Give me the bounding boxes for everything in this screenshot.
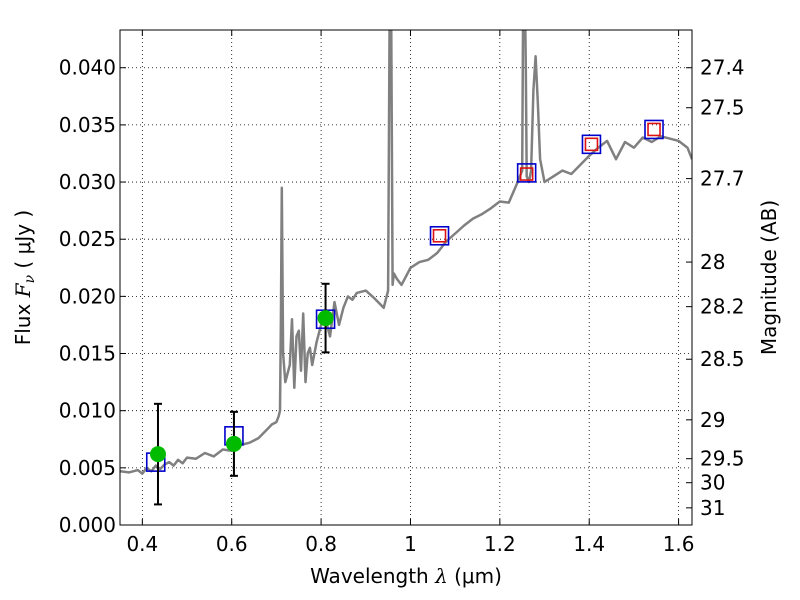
model-photometry-marker	[581, 134, 602, 155]
x-tick-label: 1.2	[484, 532, 516, 556]
y2-axis-label: Magnitude (AB)	[757, 200, 781, 355]
y-tick-label: 0.020	[59, 284, 116, 308]
measured-flux-point	[317, 310, 334, 327]
x-tick-label: 1	[404, 532, 417, 556]
x-tick-label: 1.6	[663, 532, 695, 556]
y2-tick-label: 28.5	[700, 347, 745, 371]
y-tick-label: 0.000	[59, 513, 116, 537]
y-tick-label: 0.030	[59, 170, 116, 194]
model-photometry-marker	[644, 119, 664, 140]
observed-photometry-marker	[584, 137, 599, 152]
observed-photometry-marker	[432, 228, 447, 243]
x-tick-label: 0.8	[305, 532, 337, 556]
y2-tick-label: 29	[700, 408, 725, 432]
y-tick-label: 0.015	[59, 342, 116, 366]
y-tick-label: 0.025	[59, 227, 116, 251]
data-layer	[120, 30, 692, 475]
marker-layer	[145, 119, 664, 506]
y2-tick-label: 28.2	[700, 295, 745, 319]
x-tick-label: 1.4	[573, 532, 605, 556]
measured-flux-point	[149, 446, 166, 463]
y2-tick-label: 28	[700, 250, 725, 274]
y2-tick-label: 31	[700, 496, 725, 520]
x-tick-label: 0.4	[126, 532, 158, 556]
x-tick-label: 0.6	[216, 532, 248, 556]
plot-frame	[119, 29, 693, 526]
x-axis-label: Wavelength λ (μm)	[310, 564, 502, 588]
y2-tick-label: 27.4	[700, 56, 745, 80]
y2-tick-label: 27.7	[700, 167, 745, 191]
y-tick-label: 0.005	[59, 456, 116, 480]
y2-tick-label: 29.5	[700, 447, 745, 471]
model-photometry-marker	[429, 225, 450, 246]
y-tick-label: 0.035	[59, 113, 116, 137]
y-axis-label: Flux Fν ( μJy )	[11, 210, 38, 346]
y-tick-label: 0.040	[59, 56, 116, 80]
y2-tick-label: 27.5	[700, 96, 745, 120]
measured-flux-point	[225, 435, 242, 452]
y-tick-label: 0.010	[59, 399, 116, 423]
ticks: 0.4 0.6 0.8 1 1.2 1.4 1.6 0.000 0.005 0.010 0.015 0…	[59, 30, 745, 556]
observed-photometry-marker	[647, 122, 661, 137]
model-photometry-marker	[516, 163, 537, 183]
model-spectrum-line	[120, 30, 692, 475]
observed-photometry-marker	[519, 167, 534, 181]
y2-tick-label: 30	[700, 471, 725, 495]
